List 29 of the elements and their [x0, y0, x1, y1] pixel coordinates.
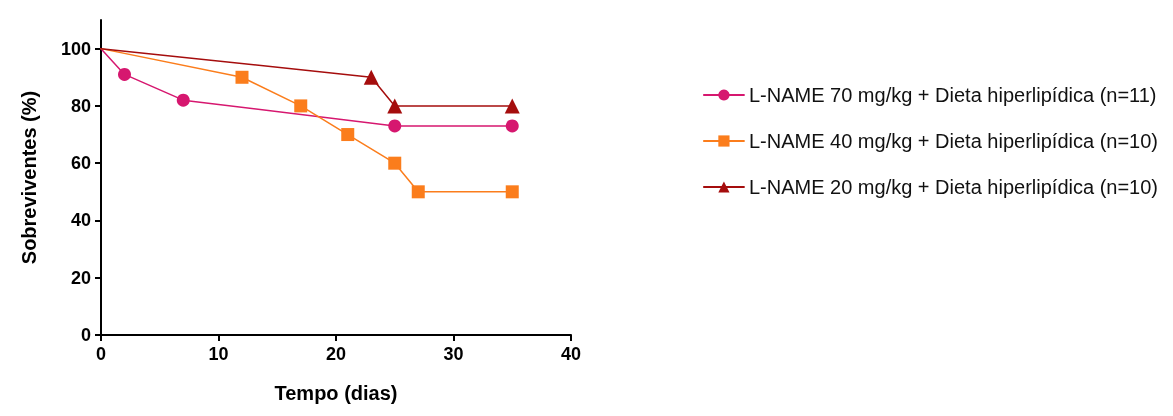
- legend-label: L-NAME 40 mg/kg + Dieta hiperlipídica (n=10): [748, 130, 1159, 152]
- x-axis-title: Tempo (dias): [274, 382, 398, 404]
- point: [363, 69, 379, 85]
- x-tick-label: 10: [208, 344, 229, 364]
- point: [411, 185, 425, 199]
- point: [235, 70, 249, 84]
- y-tick-label: 100: [60, 38, 91, 59]
- point: [504, 98, 520, 114]
- point: [341, 128, 355, 142]
- y-tick-label: 40: [70, 210, 91, 231]
- legend-label: L-NAME 20 mg/kg + Dieta hiperlipídica (n=10): [748, 176, 1159, 198]
- y-axis-title: Sobreviventes (%): [18, 90, 40, 265]
- point: [505, 185, 519, 199]
- y-tick-label: 60: [70, 153, 91, 174]
- point: [388, 119, 402, 133]
- point: [118, 67, 131, 81]
- y-tick-label: 0: [80, 325, 91, 345]
- x-tick-label: 40: [560, 344, 582, 364]
- point: [176, 93, 190, 107]
- y-tick-label: 20: [70, 267, 91, 288]
- x-tick-label: 20: [325, 344, 347, 364]
- y-tick-label: 80: [70, 95, 91, 116]
- point: [387, 98, 403, 114]
- point: [294, 99, 308, 113]
- x-tick-label: 0: [95, 344, 107, 364]
- legend-label: L-NAME 70 mg/kg + Dieta hiperlipídica (n=11): [748, 84, 1157, 106]
- x-tick-label: 30: [443, 344, 464, 364]
- point: [505, 119, 519, 133]
- point: [388, 156, 402, 170]
